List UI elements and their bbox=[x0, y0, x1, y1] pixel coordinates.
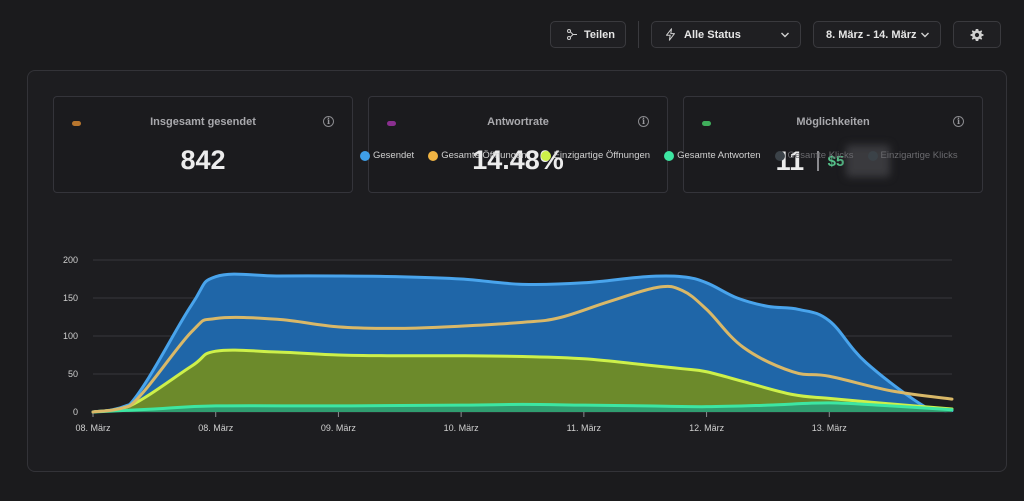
info-icon[interactable]: i bbox=[638, 116, 649, 127]
legend-item[interactable]: Einzigartige Klicks bbox=[867, 150, 958, 161]
legend-label: Einzigartige Öffnungen bbox=[553, 150, 651, 161]
series-line-gesamte-antworten bbox=[91, 401, 954, 414]
y-tick-label: 100 bbox=[63, 331, 78, 341]
legend-item[interactable]: Einzigartige Öffnungen bbox=[540, 150, 651, 161]
legend-label: Gesamte Antworten bbox=[677, 150, 761, 161]
legend-label: Gesamte Öffnungen bbox=[441, 150, 527, 161]
series-area-einzigartige-ffnungen bbox=[93, 350, 952, 412]
toolbar: Teilen Alle Status 8. März - 14. März bbox=[0, 21, 1024, 49]
date-range-label: 8. März - 14. März bbox=[826, 28, 917, 41]
info-icon[interactable]: i bbox=[323, 116, 334, 127]
status-dropdown[interactable]: Alle Status bbox=[651, 21, 801, 48]
toolbar-divider bbox=[638, 21, 639, 48]
value-separator bbox=[817, 151, 819, 171]
legend-swatch bbox=[360, 150, 370, 161]
y-tick-label: 50 bbox=[68, 369, 78, 379]
x-tick-label: 08. März bbox=[198, 423, 234, 433]
legend-item[interactable]: Gesamte Klicks bbox=[774, 150, 854, 161]
x-tick-label: 11. März bbox=[567, 423, 602, 433]
settings-button[interactable] bbox=[953, 21, 1001, 48]
series-area-gesamte-antworten bbox=[93, 402, 952, 412]
series-line-gesendet bbox=[91, 272, 954, 414]
y-tick-label: 150 bbox=[63, 293, 78, 303]
series-line-gesamte-ffnungen bbox=[91, 284, 954, 414]
chart-legend: Gesendet Gesamte Öffnungen Einzigartige Öf… bbox=[360, 150, 972, 161]
legend-swatch bbox=[428, 150, 439, 161]
card-label: Möglichkeiten bbox=[796, 116, 870, 128]
date-range-dropdown[interactable]: 8. März - 14. März bbox=[813, 21, 941, 48]
legend-label: Gesendet bbox=[373, 150, 415, 161]
chevron-down-icon bbox=[780, 30, 790, 40]
opportunity-value: $5 bbox=[827, 152, 845, 170]
x-tick-label: 09. März bbox=[321, 423, 357, 433]
card-color-dot bbox=[72, 121, 81, 126]
share-icon bbox=[567, 29, 578, 40]
legend-item[interactable]: Gesamte Öffnungen bbox=[428, 150, 527, 161]
share-button[interactable]: Teilen bbox=[550, 21, 626, 48]
legend-item[interactable]: Gesendet bbox=[360, 150, 414, 161]
legend-item[interactable]: Gesamte Antworten bbox=[664, 150, 761, 161]
info-icon[interactable]: i bbox=[953, 116, 964, 127]
stat-card-sent: Insgesamt gesendet i 842 bbox=[53, 96, 353, 193]
legend-swatch bbox=[540, 150, 551, 161]
y-tick-label: 0 bbox=[73, 407, 78, 417]
card-color-dot bbox=[387, 121, 396, 126]
card-value: 842 bbox=[180, 145, 226, 175]
blurred-amount bbox=[846, 145, 891, 177]
card-label: Antwortrate bbox=[487, 116, 549, 128]
gear-icon bbox=[970, 28, 984, 42]
stat-card-opportunities: Möglichkeiten i 11 $5 bbox=[683, 96, 983, 193]
legend-label: Einzigartige Klicks bbox=[880, 150, 958, 161]
card-label: Insgesamt gesendet bbox=[150, 116, 256, 128]
x-tick-label: 10. März bbox=[444, 423, 480, 433]
status-label: Alle Status bbox=[684, 28, 741, 41]
card-color-dot bbox=[702, 121, 711, 126]
legend-swatch bbox=[774, 150, 785, 161]
x-tick-label: 13. März bbox=[812, 423, 848, 433]
legend-label: Gesamte Klicks bbox=[787, 150, 854, 161]
x-tick-label: 12. März bbox=[689, 423, 725, 433]
share-label: Teilen bbox=[584, 28, 615, 41]
chevron-down-icon bbox=[920, 30, 930, 40]
series-line-einzigartige-ffnungen bbox=[91, 348, 954, 414]
legend-swatch bbox=[867, 150, 878, 161]
stat-card-reply-rate: Antwortrate i 14.48% bbox=[368, 96, 668, 193]
legend-swatch bbox=[664, 150, 675, 161]
y-tick-label: 200 bbox=[63, 255, 78, 265]
lightning-icon bbox=[665, 28, 676, 41]
x-tick-label: 08. März bbox=[75, 423, 111, 433]
